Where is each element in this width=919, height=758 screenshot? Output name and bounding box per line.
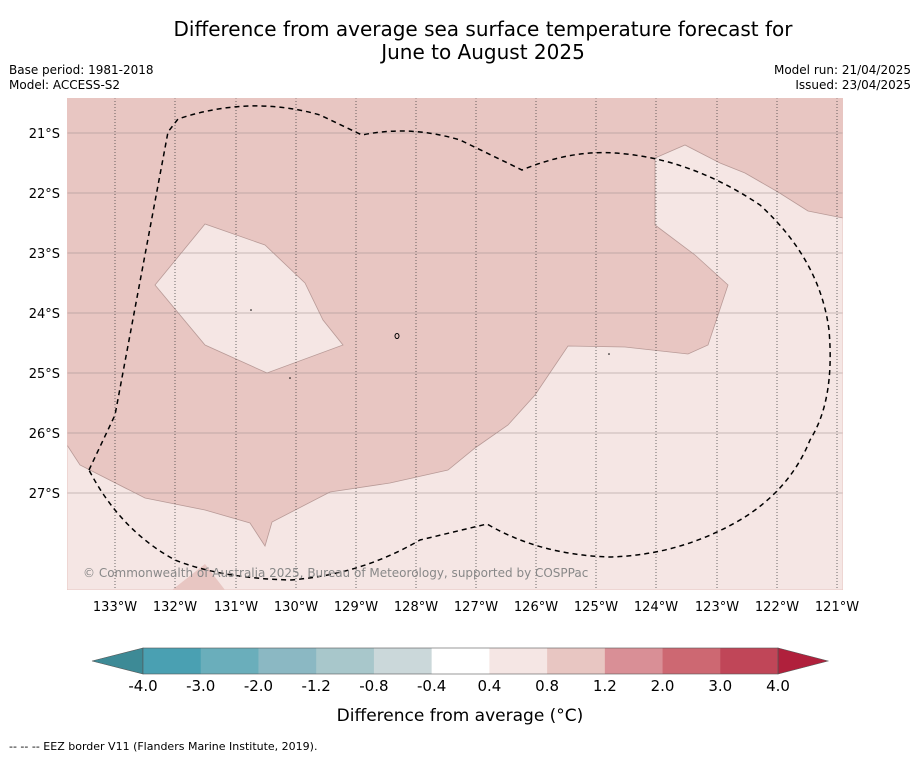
model-run: Model run: 21/04/2025 [773, 63, 911, 77]
colorbar-tick-label: -0.4 [417, 677, 446, 695]
lon-label: 122°W [755, 600, 799, 615]
colorbar-tick-label: 1.2 [593, 677, 617, 695]
lat-label: 27°S [29, 487, 60, 502]
issued-date: Issued: 23/04/2025 [795, 78, 911, 92]
lon-labels: 133°W 132°W 131°W 130°W 129°W 128°W 127°… [93, 600, 859, 615]
colorbar-segment [431, 648, 490, 674]
colorbar-tick-label: 3.0 [708, 677, 732, 695]
colorbar-segment [316, 648, 375, 674]
lon-label: 124°W [634, 600, 678, 615]
colorbar-tick-label: -4.0 [128, 677, 157, 695]
lon-label: 130°W [274, 600, 318, 615]
lon-label: 132°W [153, 600, 197, 615]
island-marker [250, 309, 252, 311]
colorbar-tick-label: -2.0 [244, 677, 273, 695]
colorbar-tick-label: 2.0 [651, 677, 675, 695]
contour-lines [67, 144, 843, 547]
map-title: Difference from average sea surface temp… [0, 18, 919, 64]
lon-label: 121°W [815, 600, 859, 615]
lat-gridlines [67, 132, 843, 494]
meta-left: Base period: 1981-2018 Model: ACCESS-S2 [9, 63, 154, 93]
lon-label: 127°W [454, 600, 498, 615]
lat-label: 23°S [29, 247, 60, 262]
island-marker [289, 377, 291, 379]
colorbar-segment [604, 648, 664, 674]
lat-label: 22°S [29, 187, 60, 202]
colorbar-tick-labels: -4.0 -3.0 -2.0 -1.2 -0.8 -0.4 0.4 0.8 1.2 2.0 3.0 4… [128, 677, 790, 695]
lon-label: 128°W [394, 600, 438, 615]
anomaly-region-0.4-0.8-south-west [172, 564, 225, 590]
colorbar-segment [143, 648, 202, 674]
lon-label: 126°W [514, 600, 558, 615]
meta-right: Model run: 21/04/2025 Issued: 23/04/2025 [774, 63, 911, 93]
model-name: Model: ACCESS-S2 [9, 78, 121, 92]
colorbar-tick-label: 0.4 [477, 677, 501, 695]
copyright-text: © Commonwealth of Australia 2025, Bureau… [83, 566, 588, 580]
lat-label: 21°S [29, 127, 60, 142]
colorbar-segment [373, 648, 433, 674]
eez-footnote: -- -- -- EEZ border V11 (Flanders Marine… [9, 740, 318, 753]
lon-label: 131°W [214, 600, 258, 615]
title-line-1: Difference from average sea surface temp… [173, 17, 793, 41]
colorbar-outline [142, 647, 779, 675]
colorbar-segment [200, 648, 259, 674]
colorbar-tick-label: 0.8 [535, 677, 559, 695]
colorbar-segment [258, 648, 317, 674]
lat-label: 24°S [29, 307, 60, 322]
lon-label: 129°W [334, 600, 378, 615]
island-marker [394, 333, 400, 339]
colorbar-extend-high [777, 647, 830, 675]
lat-label: 26°S [29, 427, 60, 442]
colorbar-tick-label: -1.2 [302, 677, 331, 695]
base-period: Base period: 1981-2018 [9, 63, 154, 77]
colorbar-segment [547, 648, 606, 674]
lon-gridlines [114, 98, 838, 590]
eez-border [88, 105, 831, 581]
lon-label: 123°W [695, 600, 739, 615]
colorbar-title: Difference from average (°C) [337, 706, 584, 726]
lon-label: 125°W [574, 600, 618, 615]
colorbar-segment [662, 648, 721, 674]
colorbar-segment [489, 648, 548, 674]
colorbar-tick-label: -3.0 [186, 677, 215, 695]
island-marker [608, 353, 610, 355]
colorbar-extend-low [91, 647, 144, 675]
colorbar-segment [720, 648, 779, 674]
anomaly-region-0.4-0.8-south-east [67, 145, 843, 590]
colorbar-segments [91, 647, 830, 675]
colorbar-tick-label: -0.8 [359, 677, 388, 695]
lat-labels: 21°S 22°S 23°S 24°S 25°S 26°S 27°S [29, 127, 60, 502]
lon-label: 133°W [93, 600, 137, 615]
title-line-2: June to August 2025 [381, 40, 585, 64]
map-area [67, 98, 843, 590]
lat-label: 25°S [29, 367, 60, 382]
colorbar-tick-label: 4.0 [766, 677, 790, 695]
colorbar: -4.0 -3.0 -2.0 -1.2 -0.8 -0.4 0.4 0.8 1.2 2.0 3.0 4… [91, 647, 830, 695]
